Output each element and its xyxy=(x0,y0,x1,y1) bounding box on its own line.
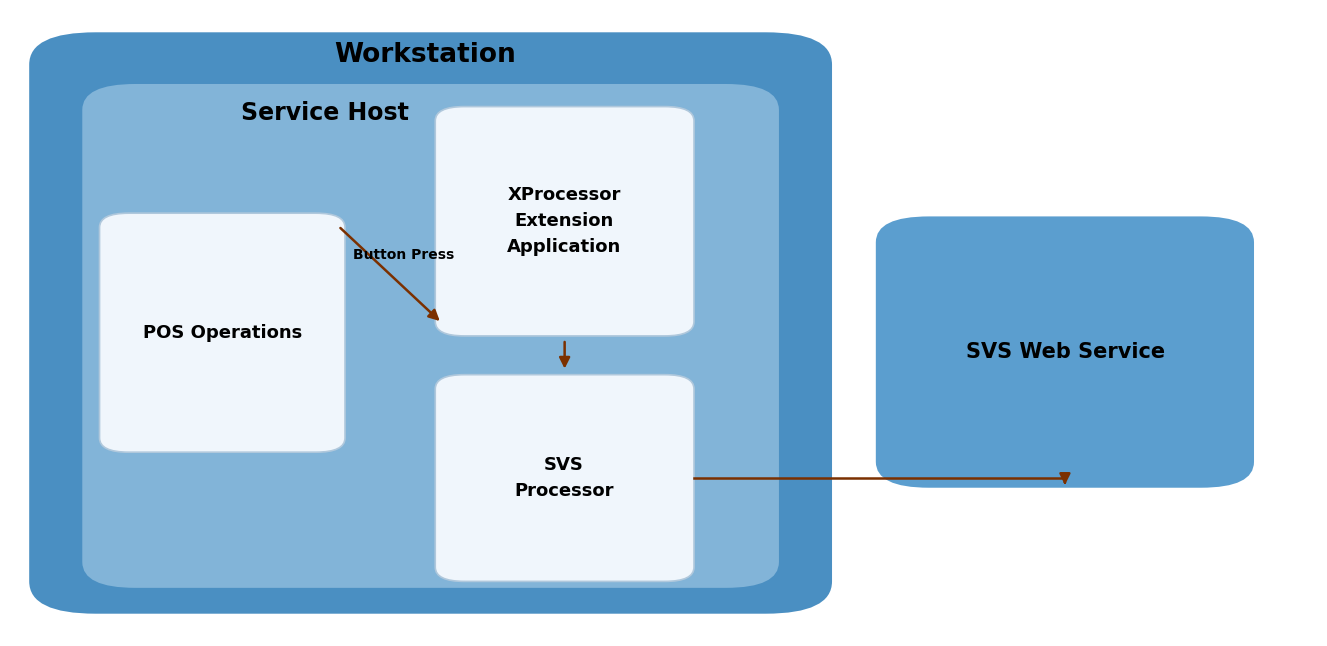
Text: SVS
Processor: SVS Processor xyxy=(515,456,613,500)
FancyBboxPatch shape xyxy=(435,375,694,581)
Text: Workstation: Workstation xyxy=(334,42,515,68)
FancyBboxPatch shape xyxy=(876,216,1254,488)
FancyBboxPatch shape xyxy=(435,107,694,336)
Text: POS Operations: POS Operations xyxy=(143,324,303,342)
FancyBboxPatch shape xyxy=(100,213,345,452)
Text: Button Press: Button Press xyxy=(353,247,454,262)
FancyBboxPatch shape xyxy=(29,32,832,614)
Text: SVS Web Service: SVS Web Service xyxy=(966,342,1165,362)
Text: Service Host: Service Host xyxy=(242,101,409,125)
FancyBboxPatch shape xyxy=(82,84,779,588)
Text: XProcessor
Extension
Application: XProcessor Extension Application xyxy=(507,185,621,256)
